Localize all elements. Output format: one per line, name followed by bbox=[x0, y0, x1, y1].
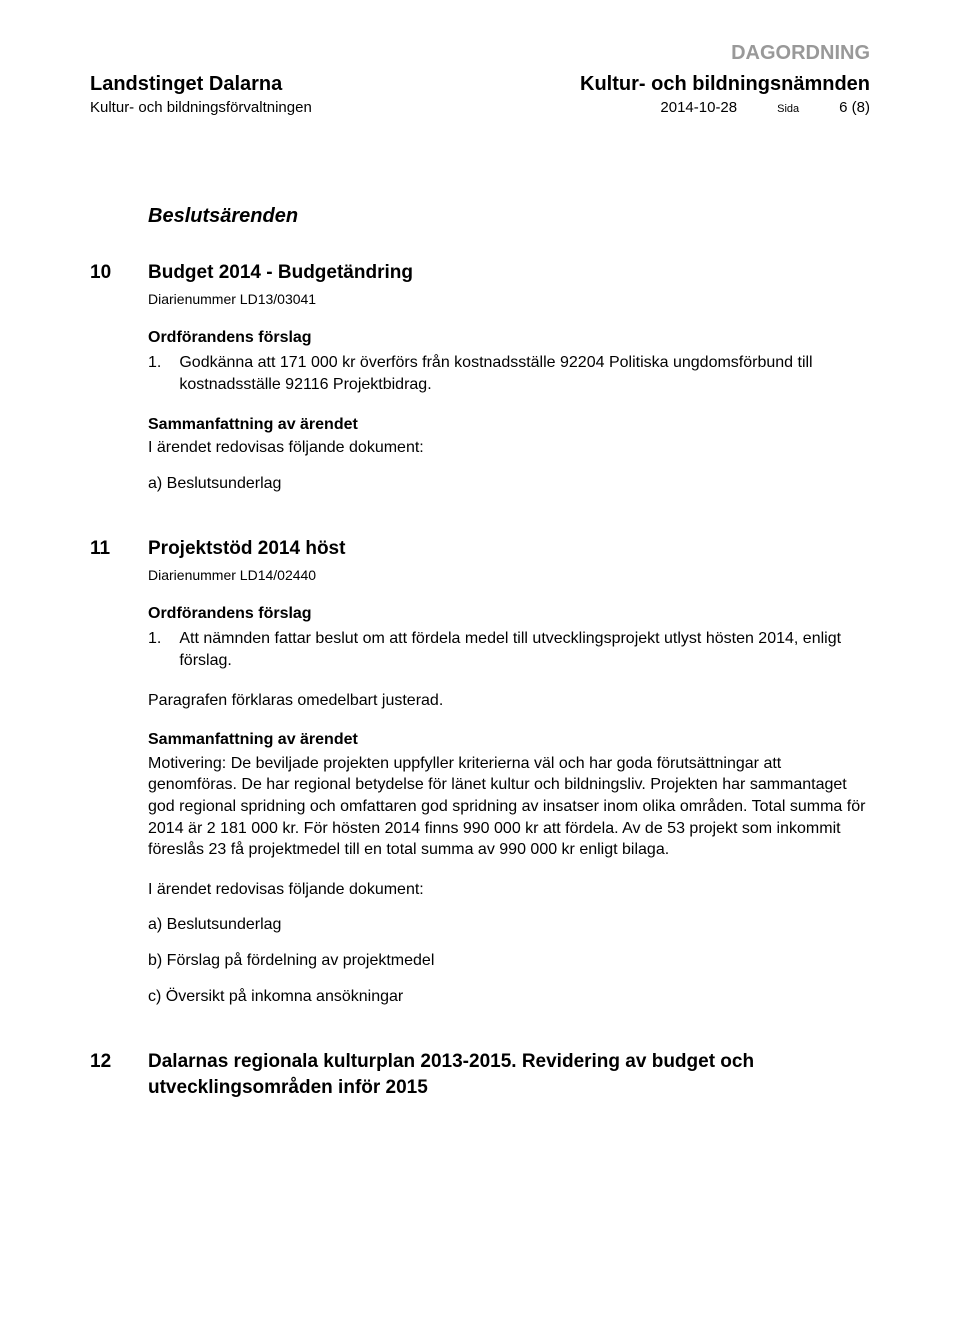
agenda-item: 12 Dalarnas regionala kulturplan 2013-20… bbox=[90, 1049, 870, 1104]
proposal-line: 1. Godkänna att 171 000 kr överförs från… bbox=[148, 352, 870, 395]
proposal-num: 1. bbox=[148, 352, 161, 395]
proposal-text: Godkänna att 171 000 kr överförs från ko… bbox=[179, 352, 870, 395]
proposal-line: 1. Att nämnden fattar beslut om att förd… bbox=[148, 628, 870, 671]
proposal-num: 1. bbox=[148, 628, 161, 671]
header-date-block: 2014-10-28 Sida 6 (8) bbox=[660, 98, 870, 118]
proposal-heading: Ordförandens förslag bbox=[148, 603, 870, 625]
summary-text: I ärendet redovisas följande dokument: bbox=[148, 437, 870, 459]
doc-list-a: a) Beslutsunderlag bbox=[148, 473, 870, 495]
item-body: Dalarnas regionala kulturplan 2013-2015.… bbox=[148, 1049, 870, 1104]
agenda-item: 10 Budget 2014 - Budgetändring Diarienum… bbox=[90, 260, 870, 508]
paragraph-justered: Paragrafen förklaras omedelbart justerad… bbox=[148, 690, 870, 712]
proposal-text: Att nämnden fattar beslut om att fördela… bbox=[179, 628, 870, 671]
proposal-heading: Ordförandens förslag bbox=[148, 327, 870, 349]
doc-list-b: b) Förslag på fördelning av projektmedel bbox=[148, 950, 870, 972]
diarie-number: Diarienummer LD13/03041 bbox=[148, 290, 870, 309]
item-title: Dalarnas regionala kulturplan 2013-2015.… bbox=[148, 1049, 870, 1100]
sida-label: Sida bbox=[777, 102, 799, 117]
header-dagordning: DAGORDNING bbox=[731, 40, 870, 67]
header-committee: Kultur- och bildningsnämnden bbox=[580, 71, 870, 98]
item-body: Budget 2014 - Budgetändring Diarienummer… bbox=[148, 260, 870, 508]
summary-text: Motivering: De beviljade projekten uppfy… bbox=[148, 753, 870, 861]
summary-heading: Sammanfattning av ärendet bbox=[148, 729, 870, 751]
item-number: 10 bbox=[90, 260, 126, 508]
header-date: 2014-10-28 bbox=[660, 98, 737, 118]
summary-heading: Sammanfattning av ärendet bbox=[148, 414, 870, 436]
diarie-number: Diarienummer LD14/02440 bbox=[148, 566, 870, 585]
agenda-item: 11 Projektstöd 2014 höst Diarienummer LD… bbox=[90, 536, 870, 1021]
doc-list-c: c) Översikt på inkomna ansökningar bbox=[148, 986, 870, 1008]
docs-intro: I ärendet redovisas följande dokument: bbox=[148, 879, 870, 901]
item-title: Projektstöd 2014 höst bbox=[148, 536, 870, 562]
header-row-2: Landstinget Dalarna Kultur- och bildning… bbox=[90, 71, 870, 98]
item-number: 12 bbox=[90, 1049, 126, 1104]
header-dept: Kultur- och bildningsförvaltningen bbox=[90, 98, 312, 118]
item-body: Projektstöd 2014 höst Diarienummer LD14/… bbox=[148, 536, 870, 1021]
header-row-1: DAGORDNING bbox=[90, 40, 870, 67]
header-row-3: Kultur- och bildningsförvaltningen 2014-… bbox=[90, 98, 870, 118]
item-title: Budget 2014 - Budgetändring bbox=[148, 260, 870, 286]
doc-list-a: a) Beslutsunderlag bbox=[148, 914, 870, 936]
page-num: 6 (8) bbox=[839, 98, 870, 118]
section-header: Beslutsärenden bbox=[148, 203, 870, 230]
header-org: Landstinget Dalarna bbox=[90, 71, 282, 98]
item-number: 11 bbox=[90, 536, 126, 1021]
